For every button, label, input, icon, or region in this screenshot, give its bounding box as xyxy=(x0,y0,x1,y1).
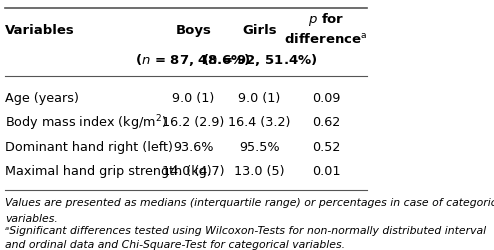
Text: Girls: Girls xyxy=(242,24,277,37)
Text: Values are presented as medians (interquartile range) or percentages in case of : Values are presented as medians (interqu… xyxy=(5,198,494,207)
Text: 0.52: 0.52 xyxy=(312,140,340,153)
Text: 16.4 (3.2): 16.4 (3.2) xyxy=(228,116,291,129)
Text: difference$^{\mathrm{a}}$: difference$^{\mathrm{a}}$ xyxy=(285,32,368,46)
Text: 13.0 (5): 13.0 (5) xyxy=(234,164,285,177)
Text: 0.01: 0.01 xyxy=(312,164,340,177)
Text: Dominant hand right (left): Dominant hand right (left) xyxy=(5,140,173,153)
Text: and ordinal data and Chi-Square-Test for categorical variables.: and ordinal data and Chi-Square-Test for… xyxy=(5,239,345,248)
Text: Age (years): Age (years) xyxy=(5,92,79,105)
Text: Variables: Variables xyxy=(5,24,75,37)
Text: ($\it{n}$ = 87, 48.6%): ($\it{n}$ = 87, 48.6%) xyxy=(135,52,251,68)
Text: 9.0 (1): 9.0 (1) xyxy=(239,92,281,105)
Text: Maximal hand grip strength (kg): Maximal hand grip strength (kg) xyxy=(5,164,212,177)
Text: 16.2 (2.9): 16.2 (2.9) xyxy=(162,116,224,129)
Text: $\it{p}$ for: $\it{p}$ for xyxy=(308,11,344,28)
Text: Body mass index (kg/m$^{2}$): Body mass index (kg/m$^{2}$) xyxy=(5,113,167,132)
Text: variables.: variables. xyxy=(5,213,58,223)
Text: 0.09: 0.09 xyxy=(312,92,340,105)
Text: Boys: Boys xyxy=(175,24,211,37)
Text: ᵃSignificant differences tested using Wilcoxon-Tests for non-normally distribute: ᵃSignificant differences tested using Wi… xyxy=(5,225,486,235)
Text: 95.5%: 95.5% xyxy=(239,140,280,153)
Text: 0.62: 0.62 xyxy=(312,116,340,129)
Text: 93.6%: 93.6% xyxy=(173,140,213,153)
Text: 14.0 (4.7): 14.0 (4.7) xyxy=(162,164,224,177)
Text: ($\it{n}$ = 92, 51.4%): ($\it{n}$ = 92, 51.4%) xyxy=(202,52,317,68)
Text: 9.0 (1): 9.0 (1) xyxy=(172,92,214,105)
